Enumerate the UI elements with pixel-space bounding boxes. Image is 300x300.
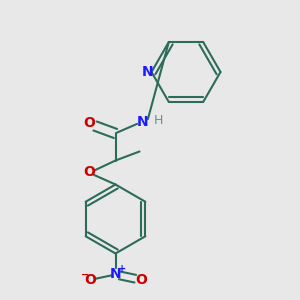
Text: O: O: [84, 274, 96, 287]
Text: N: N: [137, 115, 148, 128]
Text: O: O: [135, 274, 147, 287]
Text: O: O: [83, 116, 95, 130]
Text: N: N: [142, 65, 153, 79]
Text: −: −: [81, 270, 89, 280]
Text: H: H: [153, 114, 163, 127]
Text: N: N: [110, 267, 121, 280]
Text: +: +: [118, 264, 126, 274]
Text: O: O: [83, 166, 95, 179]
